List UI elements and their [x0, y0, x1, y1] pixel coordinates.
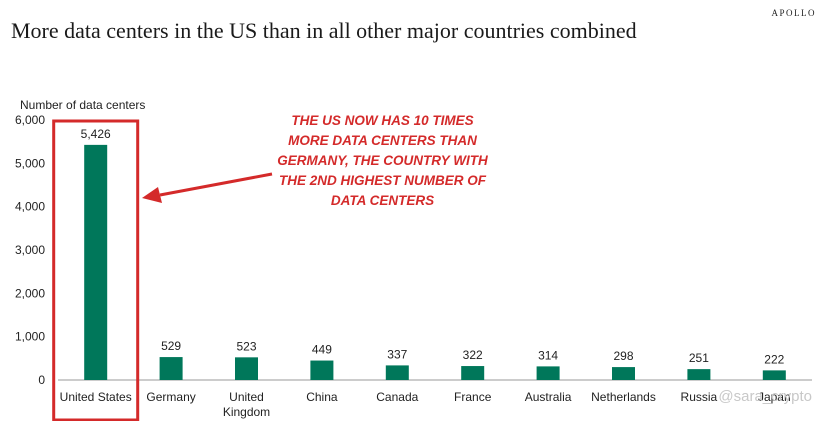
y-tick-label: 5,000 — [15, 156, 45, 170]
y-tick-label: 2,000 — [15, 286, 45, 300]
watermark: @sara_crypto — [718, 388, 812, 405]
bar-france — [461, 366, 485, 380]
bar-russia — [687, 369, 711, 380]
value-label: 222 — [764, 352, 784, 366]
value-label: 314 — [538, 348, 558, 362]
category-label: Germany — [146, 390, 195, 404]
category-label: China — [306, 390, 338, 404]
value-label: 5,426 — [81, 127, 111, 141]
category-label: Japan — [758, 390, 791, 404]
annotation-text: THE US NOW HAS 10 TIMES MORE DATA CENTER… — [277, 113, 488, 208]
value-label: 337 — [387, 347, 407, 361]
annotation-arrow — [142, 172, 273, 203]
value-label: 449 — [312, 343, 332, 357]
y-tick-label: 6,000 — [15, 113, 45, 127]
category-labels: United States Germany United Kingdom China Ca… — [60, 390, 791, 419]
bars — [84, 144, 786, 380]
bar-united-states — [84, 144, 108, 380]
arrow-head — [142, 187, 162, 203]
chart-title: More data centers in the US than in all … — [11, 18, 637, 43]
category-label: Canada — [376, 390, 418, 404]
category-label: United Kingdom — [223, 390, 270, 419]
category-label: Australia — [525, 390, 572, 404]
category-label: United States — [60, 390, 132, 404]
bar-germany — [159, 357, 183, 380]
y-tick-label: 0 — [38, 373, 45, 387]
arrow-shaft — [159, 172, 273, 197]
value-label: 298 — [613, 349, 633, 363]
bar-netherlands — [612, 367, 635, 380]
us-highlight-box — [52, 119, 140, 421]
brand-logo: APOLLO — [771, 8, 816, 18]
bar-china — [310, 360, 334, 380]
y-tick-label: 4,000 — [15, 200, 45, 214]
bar-united-kingdom — [235, 357, 258, 380]
y-tick-label: 1,000 — [15, 330, 45, 344]
value-label: 529 — [161, 339, 181, 353]
y-axis-label: Number of data centers — [20, 98, 146, 112]
y-axis-ticks: 0 1,000 2,000 3,000 4,000 5,000 6,000 — [15, 113, 45, 387]
bar-australia — [536, 366, 560, 380]
value-labels: 5,426 529 523 449 337 322 314 298 251 222 — [81, 127, 785, 367]
category-label: France — [454, 390, 492, 404]
value-label: 251 — [689, 351, 709, 365]
y-tick-label: 3,000 — [15, 243, 45, 257]
category-label: Netherlands — [591, 390, 656, 404]
value-label: 523 — [236, 339, 256, 353]
bar-canada — [385, 365, 409, 380]
bar-japan — [762, 370, 786, 380]
value-label: 322 — [463, 348, 483, 362]
category-label: Russia — [681, 390, 718, 404]
